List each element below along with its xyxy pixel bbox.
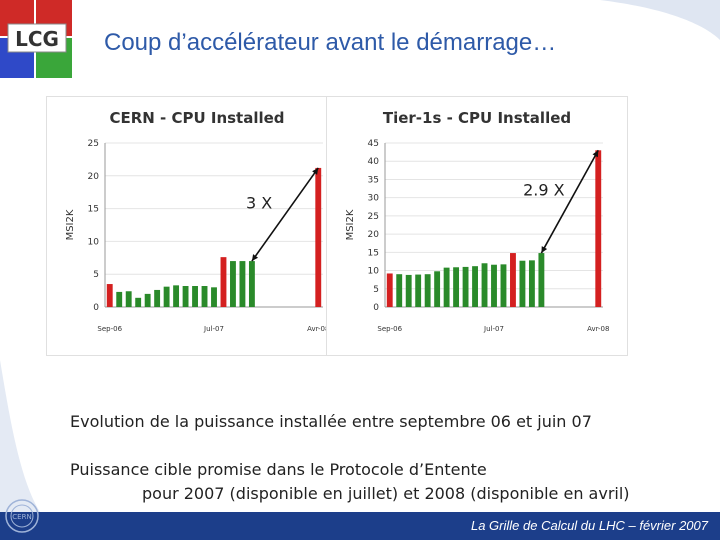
bar	[405, 274, 412, 307]
body-line-3: pour 2007 (disponible en juillet) et 200…	[142, 484, 630, 503]
bar	[415, 274, 422, 307]
y-tick-label: 20	[88, 172, 100, 182]
lcg-logo: LCG	[0, 0, 72, 78]
y-tick-label: 15	[368, 248, 379, 258]
bar	[528, 260, 535, 307]
y-tick-label: 10	[368, 267, 380, 277]
bar	[201, 286, 208, 307]
bar	[220, 257, 227, 307]
bar	[510, 253, 516, 307]
slide-title: Coup d’accélérateur avant le démarrage…	[104, 29, 557, 56]
bar	[182, 286, 189, 307]
bar	[462, 266, 469, 307]
bar	[315, 167, 322, 307]
bar	[230, 261, 236, 307]
footer-text: La Grille de Calcul du LHC – février 200…	[470, 518, 708, 533]
bar	[154, 289, 161, 307]
bar	[443, 267, 450, 307]
bar	[144, 293, 151, 307]
bar	[519, 260, 526, 307]
bar	[472, 266, 478, 307]
x-tick-label: Avr-08	[307, 325, 329, 333]
x-tick-label: Avr-08	[587, 325, 609, 333]
arrow-line	[251, 167, 319, 262]
y-tick-label: 0	[93, 303, 99, 313]
y-axis-label: MSI2K	[65, 209, 76, 240]
y-tick-label: 35	[368, 175, 379, 185]
bar	[538, 253, 545, 307]
cern-cpu-chart: CERN - CPU Installed 0 5 10 15 20 25 MSI2K Sep-0…	[65, 109, 329, 333]
y-tick-label: 15	[88, 205, 99, 215]
bar	[491, 264, 497, 307]
x-tick-label: Sep-06	[97, 325, 122, 333]
x-tick-label: Jul-07	[203, 325, 224, 333]
cern-logo: CERN	[5, 499, 39, 533]
y-tick-label: 25	[88, 139, 99, 149]
bar	[163, 286, 170, 307]
chart-title: CERN - CPU Installed	[109, 109, 284, 127]
y-tick-label: 5	[93, 270, 99, 280]
bar	[424, 274, 431, 307]
bar	[481, 263, 488, 307]
bar	[116, 291, 123, 307]
bar	[192, 286, 198, 307]
tier1-cpu-chart: Tier-1s - CPU Installed 0 5 10 15 20 25 30 35 40 4…	[345, 109, 609, 333]
arrow-line	[540, 149, 599, 254]
bar	[173, 285, 180, 307]
x-tick-label: Jul-07	[483, 325, 504, 333]
cern-chart-panel: CERN - CPU Installed 0 5 10 15 20 25 MSI2K Sep-0…	[46, 96, 348, 356]
y-tick-label: 30	[368, 194, 380, 204]
x-tick-label: Sep-06	[377, 325, 402, 333]
bar	[125, 291, 132, 307]
arrow-head-start	[251, 254, 259, 262]
y-tick-label: 20	[368, 230, 380, 240]
bar	[396, 274, 403, 307]
bar	[239, 261, 246, 307]
growth-annotation: 2.9 X	[523, 181, 565, 200]
y-tick-label: 10	[88, 237, 100, 247]
y-tick-label: 25	[368, 212, 379, 222]
cern-logo-text: CERN	[12, 513, 31, 521]
y-axis-label: MSI2K	[345, 209, 356, 240]
bar	[595, 150, 602, 307]
bar	[500, 264, 507, 307]
y-tick-label: 45	[368, 139, 379, 149]
growth-annotation: 3 X	[246, 194, 272, 213]
body-line-2: Puissance cible promise dans le Protocol…	[70, 460, 487, 479]
bar	[211, 287, 217, 307]
y-tick-label: 40	[368, 157, 380, 167]
y-tick-label: 0	[373, 303, 379, 313]
body-line-1: Evolution de la puissance installée entr…	[70, 412, 592, 431]
arrow-head-start	[541, 246, 548, 254]
bar	[106, 284, 113, 307]
bar	[135, 297, 142, 307]
footer-bar: La Grille de Calcul du LHC – février 200…	[0, 512, 720, 540]
arrow-head-end	[592, 150, 599, 158]
bar	[434, 271, 441, 307]
tier1-chart-panel: Tier-1s - CPU Installed 0 5 10 15 20 25 30 35 40 4…	[326, 96, 628, 356]
bar	[453, 267, 460, 307]
y-tick-label: 5	[373, 285, 379, 295]
chart-title: Tier-1s - CPU Installed	[383, 109, 571, 127]
bar	[386, 273, 393, 307]
bar	[248, 261, 255, 307]
arrow-head-end	[312, 167, 319, 175]
lcg-logo-text: LCG	[15, 27, 59, 51]
